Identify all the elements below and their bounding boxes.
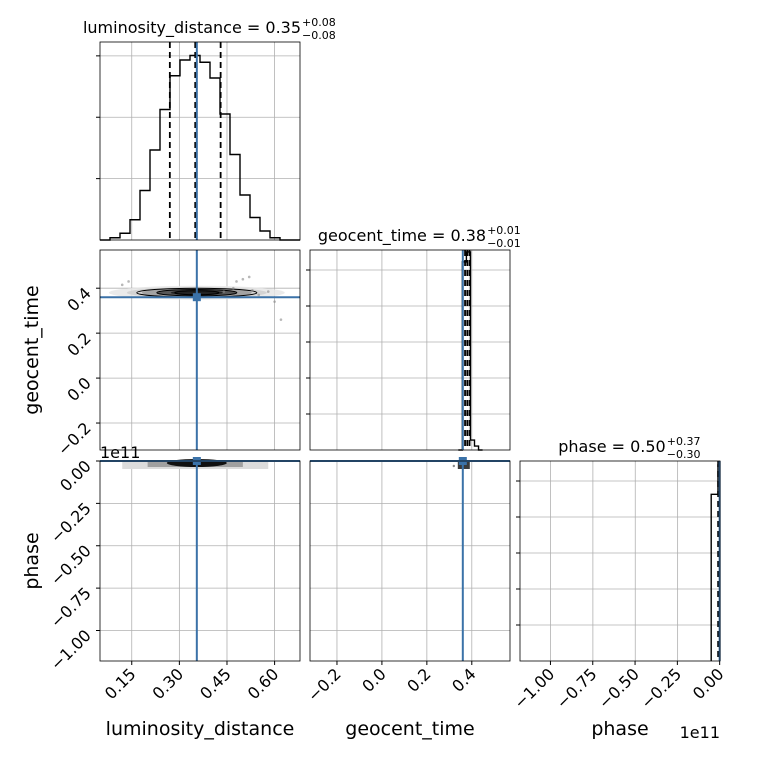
title-luminosity-distance: luminosity_distance = 0.35	[83, 18, 301, 38]
truth-marker	[192, 293, 201, 302]
panel-frame	[519, 460, 721, 662]
scatter-point	[235, 280, 238, 283]
x-tick-label: −0.50	[595, 664, 643, 712]
y-tick-label: 0.2	[63, 329, 94, 360]
x-axis-label-luminosity-distance: luminosity_distance	[106, 718, 295, 740]
x-tick-label: 0.2	[403, 664, 434, 695]
quantile-lines	[464, 250, 471, 450]
scatter-point	[452, 464, 456, 468]
x-tick-label: 0.15	[101, 664, 140, 703]
panel-phase-hist: −1.00−0.75−0.50−0.25 0.00 phase = 0.50 +0…	[510, 435, 727, 742]
panel-frame	[99, 41, 301, 241]
panel-phase-vs-geocent: −0.2 0.0 0.2 0.4	[304, 457, 511, 705]
panel-frame	[309, 249, 511, 451]
x-tick-label: 0.4	[448, 664, 479, 695]
panel-grid	[520, 461, 721, 661]
panel-frame	[99, 249, 301, 451]
y-tick-label: −0.50	[47, 541, 95, 589]
x-offset-text: 1e11	[680, 723, 720, 742]
scatter-point	[241, 277, 245, 281]
title-phase: phase = 0.50	[558, 437, 665, 456]
scatter-point	[247, 275, 251, 279]
panel-grid	[100, 250, 300, 450]
panel-frame	[309, 460, 511, 662]
y-tick-label: −0.75	[47, 584, 95, 632]
y-tick-marks	[96, 55, 100, 180]
y-ticks: −0.2 0.0 0.2 0.4	[54, 284, 100, 459]
y-tick-label: −0.25	[47, 499, 95, 547]
title-plus-err: +0.01	[487, 224, 521, 237]
title-minus-err: −0.01	[487, 237, 521, 250]
panel-geocent-hist: geocent_time = 0.38 +0.01 −0.01	[306, 224, 521, 451]
y-axis-label-geocent-time: geocent_time	[21, 285, 43, 414]
scatter-point	[120, 283, 124, 287]
y-offset-text: 1e11	[100, 443, 140, 462]
title-plus-err: +0.37	[667, 435, 701, 448]
x-tick-label: 0.45	[196, 664, 235, 703]
scatter-point	[266, 290, 270, 293]
panel-phase-vs-luminosity: −1.00−0.75−0.50−0.25 0.00 0.15 0.30 0.45 0.6…	[47, 443, 301, 703]
x-ticks: 0.15 0.30 0.45 0.60	[101, 661, 282, 703]
x-ticks: −0.2 0.0 0.2 0.4	[304, 661, 480, 705]
x-tick-label: −0.2	[304, 664, 345, 705]
title-plus-err: +0.08	[302, 16, 336, 29]
x-axis-label-geocent-time: geocent_time	[345, 718, 474, 740]
scatter-point	[257, 293, 261, 297]
panel-grid	[310, 250, 510, 450]
histogram-luminosity-distance	[100, 54, 300, 241]
y-tick-label: 0.00	[56, 456, 95, 495]
panel-grid	[100, 460, 300, 661]
scatter-point	[127, 280, 130, 283]
y-tick-label: 0.0	[63, 373, 94, 404]
panel-frame	[99, 460, 301, 662]
x-tick-label: 0.00	[689, 664, 728, 703]
x-tick-label: −0.25	[637, 664, 685, 712]
panel-grid	[310, 460, 510, 661]
y-tick-marks	[306, 269, 310, 415]
x-tick-label: −1.00	[510, 664, 558, 712]
scatter-points	[120, 275, 283, 321]
scatter-point	[222, 290, 226, 293]
panel-luminosity-distance-hist: luminosity_distance = 0.35 +0.08 −0.08	[83, 16, 336, 241]
panel-geocent-vs-luminosity: −0.2 0.0 0.2 0.4	[54, 249, 301, 459]
y-tick-marks	[516, 480, 520, 626]
x-ticks: −1.00−0.75−0.50−0.25 0.00	[510, 661, 727, 712]
y-axis-label-phase: phase	[21, 532, 43, 589]
x-tick-label: −0.75	[552, 664, 600, 712]
x-tick-label: 0.60	[244, 664, 283, 703]
x-tick-label: 0.0	[358, 664, 389, 695]
x-tick-label: 0.30	[149, 664, 188, 703]
title-minus-err: −0.30	[667, 448, 701, 461]
y-tick-label: −1.00	[47, 626, 95, 674]
truth-lines	[100, 250, 300, 450]
scatter-point	[232, 286, 235, 290]
scatter-point	[279, 318, 283, 321]
x-axis-label-phase: phase	[591, 718, 648, 740]
scatter-point	[251, 289, 254, 292]
title-minus-err: −0.08	[302, 29, 336, 42]
panel-grid	[100, 42, 300, 240]
quantile-lines	[168, 42, 222, 240]
scatter-point	[273, 300, 276, 303]
y-tick-label: 0.4	[63, 284, 94, 315]
y-tick-label: −0.2	[54, 418, 95, 459]
title-geocent-time: geocent_time = 0.38	[318, 226, 486, 246]
y-ticks: −1.00−0.75−0.50−0.25 0.00	[47, 456, 100, 674]
